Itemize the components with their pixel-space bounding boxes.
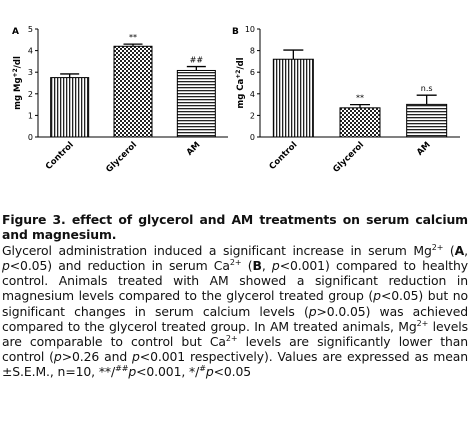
x-tick-label: Glycerol <box>104 140 139 175</box>
y-axis-label: mg Ca+2/dl <box>235 57 246 108</box>
significance-label: n.s <box>421 84 433 93</box>
y-axis-label: mg Mg+2/dl <box>12 56 23 110</box>
panel-label: B <box>232 27 239 37</box>
significance-label: ** <box>356 94 364 103</box>
y-tick-label: 2 <box>28 90 33 99</box>
x-tick-label: Control <box>268 140 300 172</box>
bar <box>339 107 381 138</box>
bar <box>272 58 314 138</box>
caption-title: Figure 3. effect of glycerol and AM trea… <box>2 212 468 243</box>
x-tick-label: Glycerol <box>331 140 366 175</box>
significance-label: ** <box>129 33 137 42</box>
panel-a-magnesium-chart: A 0 1 2 3 4 5 mg Mg+2/dl Control ** Glycerol ## AM <box>12 25 228 175</box>
significance-label: ## <box>190 56 204 65</box>
y-tick-label: 8 <box>250 47 255 56</box>
y-tick-label: 0 <box>250 133 255 142</box>
bar <box>176 69 216 138</box>
x-tick-label: Control <box>44 140 76 172</box>
y-tick-label: 2 <box>250 111 255 120</box>
x-tick-label: AM <box>415 140 433 158</box>
y-tick-label: 3 <box>28 68 33 77</box>
y-tick-label: 0 <box>28 133 33 142</box>
y-tick-label: 5 <box>28 25 33 34</box>
bar <box>113 45 153 138</box>
figure-caption: Figure 3. effect of glycerol and AM trea… <box>2 212 468 379</box>
x-tick-label: AM <box>185 140 203 158</box>
bar <box>406 103 448 138</box>
y-tick-label: 1 <box>28 111 33 120</box>
bar <box>50 77 90 138</box>
panel-b-calcium-chart: B 0 2 4 6 8 10 mg Ca+2/dl Control ** Glycerol n.s AM <box>232 25 460 175</box>
y-tick-label: 10 <box>245 25 255 34</box>
figure-panels: A 0 1 2 3 4 5 mg Mg+2/dl Control ** Glycerol ## AM B… <box>12 25 460 175</box>
y-tick-label: 6 <box>250 68 255 77</box>
y-tick-label: 4 <box>28 47 33 56</box>
panel-label: A <box>12 27 19 37</box>
caption-body: Glycerol administration induced a signif… <box>2 243 469 379</box>
y-tick-label: 4 <box>250 90 255 99</box>
